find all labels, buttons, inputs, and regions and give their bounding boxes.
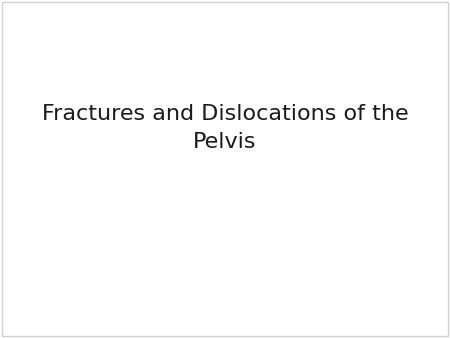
Text: Fractures and Dislocations of the
Pelvis: Fractures and Dislocations of the Pelvis — [42, 104, 408, 152]
